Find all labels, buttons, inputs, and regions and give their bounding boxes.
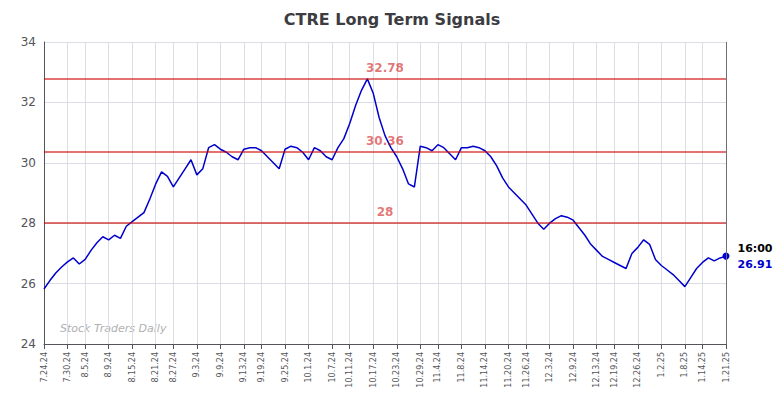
svg-text:10.17.24: 10.17.24: [369, 352, 378, 388]
svg-text:12.19.24: 12.19.24: [610, 352, 619, 388]
svg-text:12.9.24: 12.9.24: [569, 352, 578, 383]
svg-text:28: 28: [377, 205, 394, 219]
svg-text:7.24.24: 7.24.24: [40, 352, 49, 383]
svg-text:28: 28: [21, 216, 36, 230]
svg-text:10.1.24: 10.1.24: [304, 352, 313, 383]
svg-text:12.13.24: 12.13.24: [592, 352, 601, 388]
svg-text:8.15.24: 8.15.24: [128, 352, 137, 383]
svg-text:7.30.24: 7.30.24: [63, 352, 72, 383]
svg-text:12.3.24: 12.3.24: [545, 352, 554, 383]
svg-text:1.8.25: 1.8.25: [680, 352, 689, 377]
svg-text:8.21.24: 8.21.24: [151, 352, 160, 383]
svg-text:10.23.24: 10.23.24: [392, 352, 401, 388]
svg-text:11.14.24: 11.14.24: [480, 352, 489, 388]
svg-text:11.8.24: 11.8.24: [457, 352, 466, 383]
svg-text:1.21.25: 1.21.25: [722, 352, 731, 383]
svg-text:30: 30: [21, 156, 36, 170]
svg-text:10.29.24: 10.29.24: [416, 352, 425, 388]
svg-text:16:00: 16:00: [738, 242, 773, 255]
svg-text:8.9.24: 8.9.24: [104, 352, 113, 377]
svg-text:11.20.24: 11.20.24: [504, 352, 513, 388]
svg-text:11.4.24: 11.4.24: [433, 352, 442, 383]
svg-text:26: 26: [21, 277, 36, 291]
svg-text:1.2.25: 1.2.25: [657, 352, 666, 377]
svg-text:CTRE Long Term Signals: CTRE Long Term Signals: [284, 10, 501, 29]
svg-text:8.5.24: 8.5.24: [81, 352, 90, 377]
svg-text:10.7.24: 10.7.24: [328, 352, 337, 383]
svg-text:11.26.24: 11.26.24: [522, 352, 531, 388]
svg-text:1.14.25: 1.14.25: [698, 352, 707, 383]
svg-text:30.36: 30.36: [366, 134, 404, 148]
svg-text:9.9.24: 9.9.24: [216, 352, 225, 377]
svg-text:9.3.24: 9.3.24: [192, 352, 201, 377]
svg-text:Stock Traders Daily: Stock Traders Daily: [60, 322, 167, 335]
svg-text:12.26.24: 12.26.24: [633, 352, 642, 388]
svg-text:8.27.24: 8.27.24: [169, 352, 178, 383]
svg-text:24: 24: [21, 337, 36, 351]
svg-text:10.11.24: 10.11.24: [345, 352, 354, 388]
svg-text:9.19.24: 9.19.24: [257, 352, 266, 383]
svg-text:9.13.24: 9.13.24: [239, 352, 248, 383]
svg-text:32.78: 32.78: [366, 61, 404, 75]
svg-text:26.91: 26.91: [738, 258, 773, 271]
svg-text:34: 34: [21, 35, 36, 49]
svg-text:32: 32: [21, 95, 36, 109]
svg-text:9.25.24: 9.25.24: [281, 352, 290, 383]
